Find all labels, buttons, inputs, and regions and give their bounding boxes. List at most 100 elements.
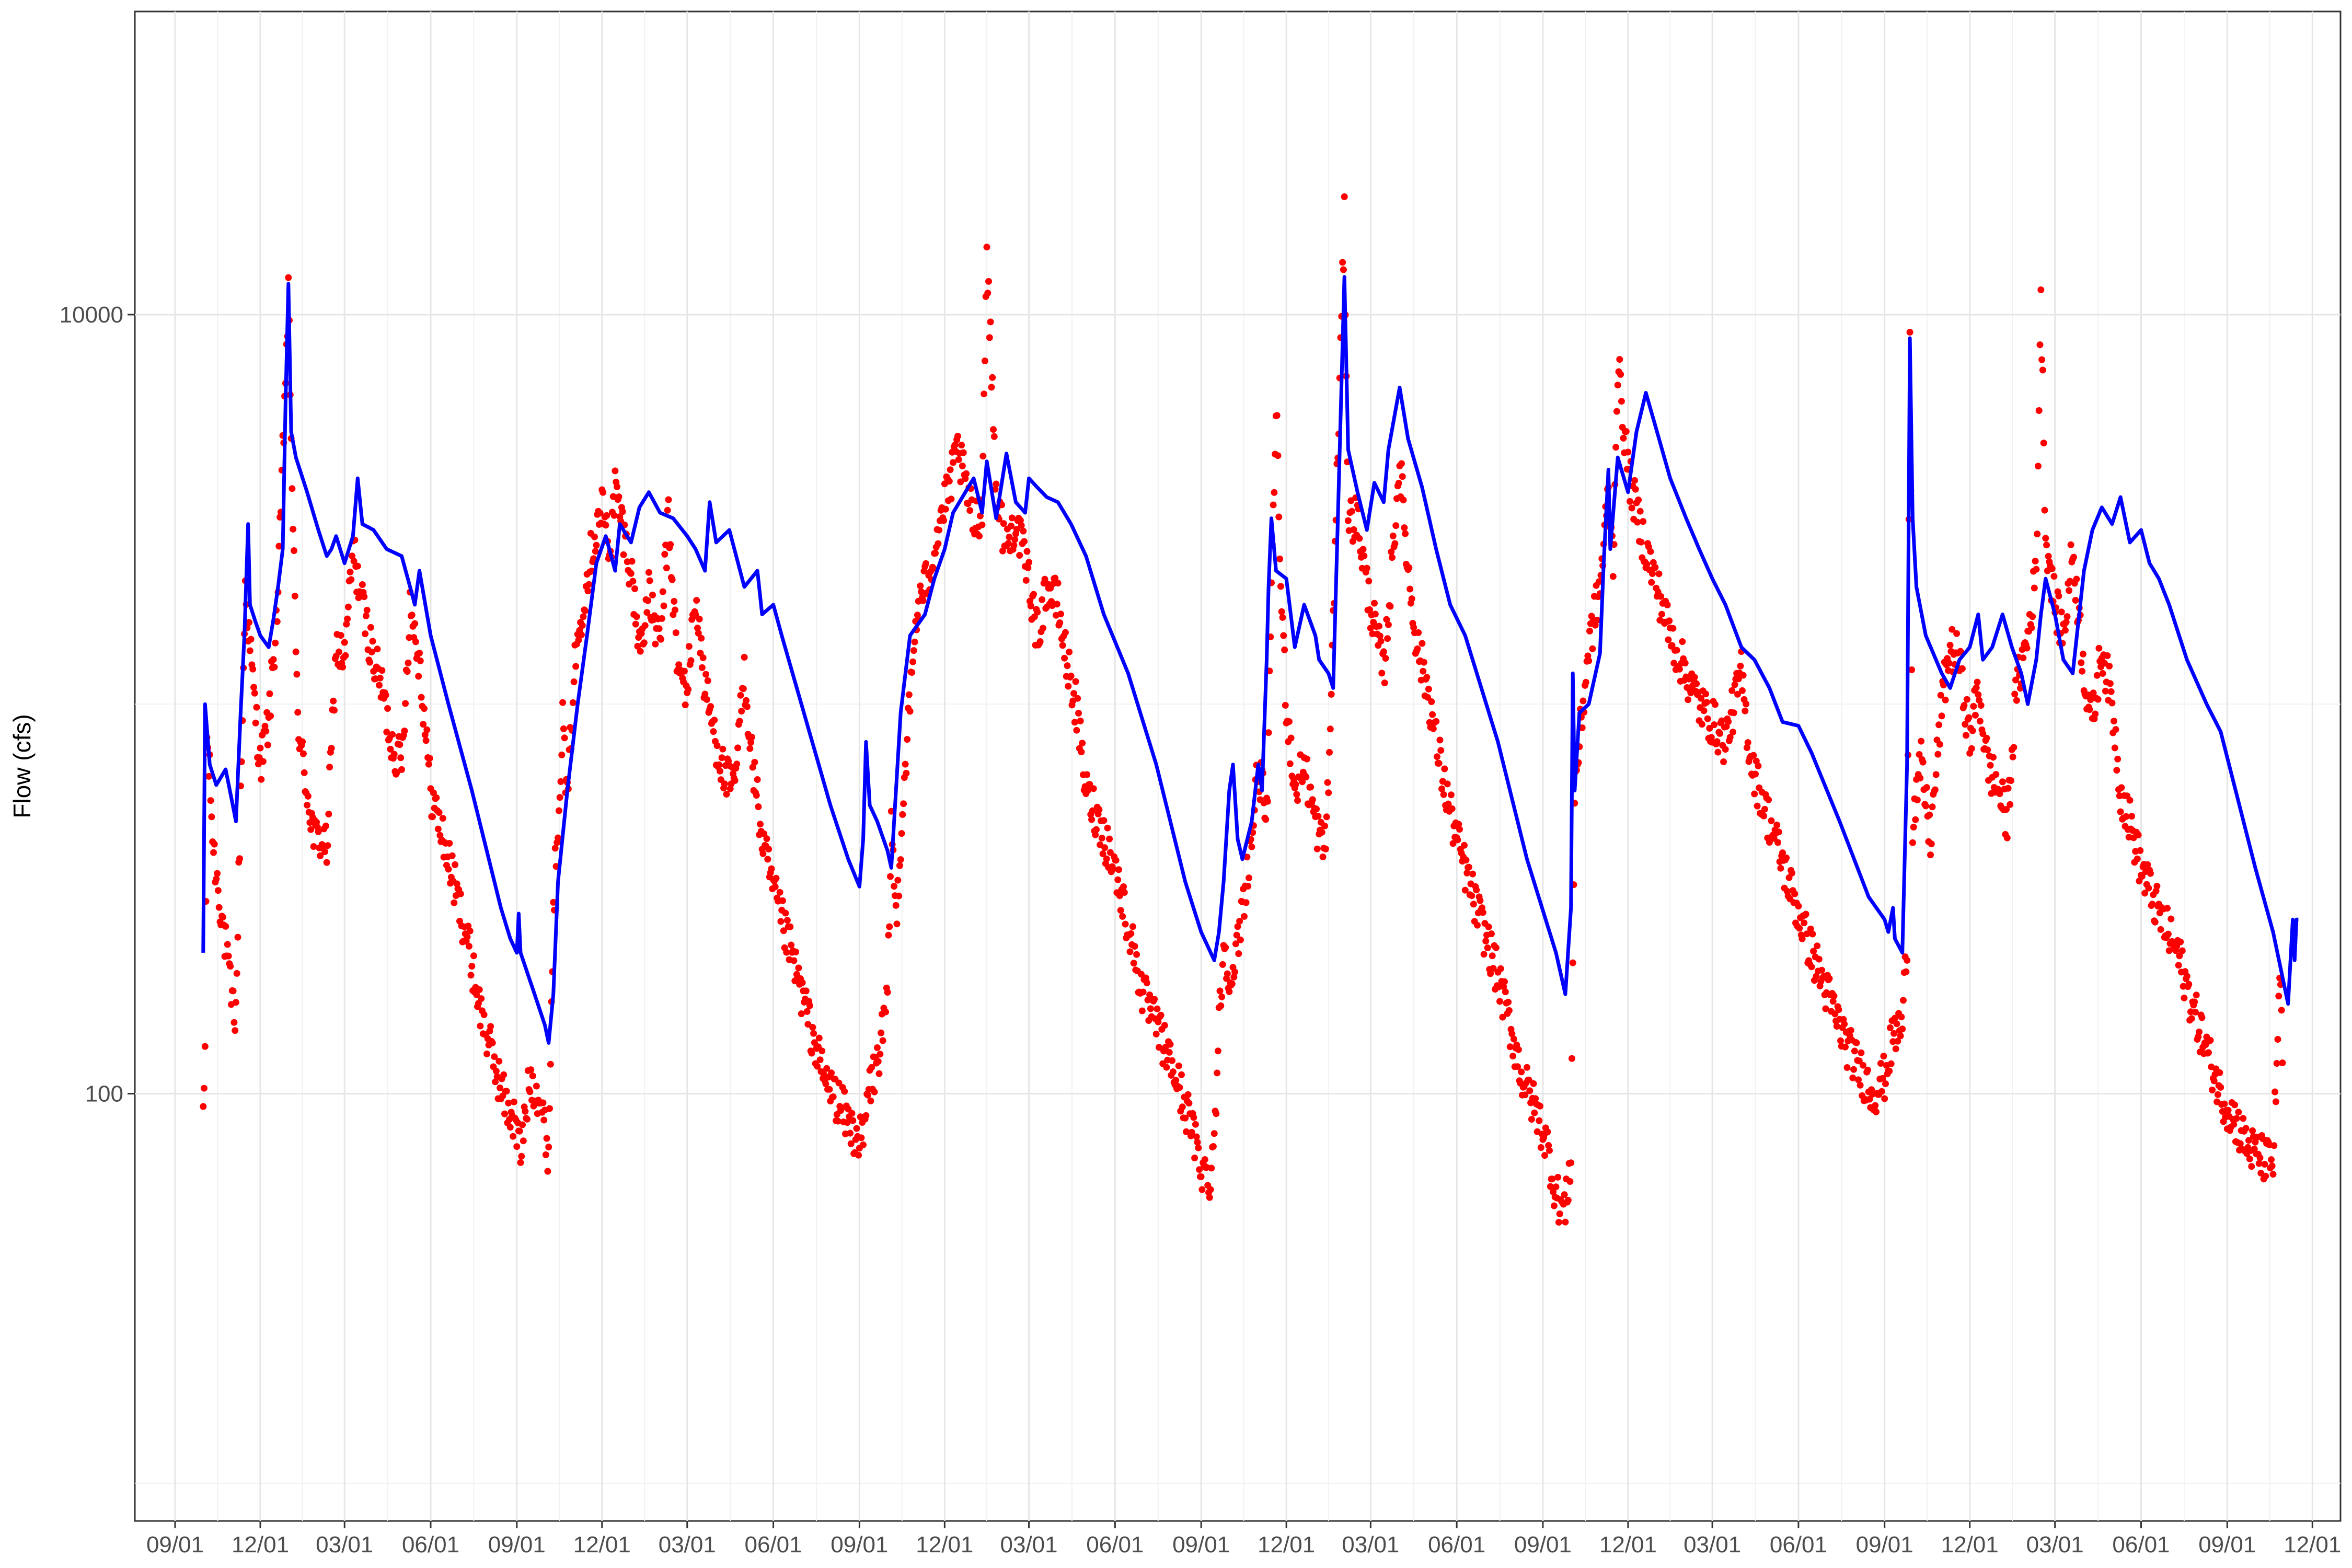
observed-point <box>1089 807 1096 814</box>
observed-point <box>1525 1076 1532 1083</box>
observed-point <box>780 927 787 935</box>
observed-point <box>909 658 916 665</box>
observed-point <box>1714 748 1722 756</box>
observed-point <box>803 1008 811 1015</box>
observed-point <box>1730 729 1736 736</box>
observed-point <box>2040 440 2047 447</box>
observed-point <box>1627 498 1633 505</box>
observed-point <box>1473 886 1480 894</box>
observed-point <box>1751 790 1758 798</box>
observed-point <box>1065 683 1072 690</box>
observed-point <box>1910 824 1917 831</box>
observed-point <box>1465 863 1472 871</box>
observed-point <box>2262 1172 2269 1180</box>
x-tick-label: 06/01 <box>402 1532 459 1558</box>
observed-point <box>1713 738 1721 745</box>
observed-point <box>572 663 580 670</box>
observed-point <box>1726 734 1734 741</box>
observed-point <box>632 620 639 628</box>
observed-point <box>580 613 587 620</box>
observed-point <box>1908 666 1916 673</box>
observed-point <box>2249 1127 2256 1134</box>
x-tick-label: 09/01 <box>1856 1532 1913 1558</box>
observed-point <box>250 684 257 691</box>
observed-point <box>210 849 217 856</box>
x-tick-label: 12/01 <box>2284 1532 2341 1558</box>
observed-point <box>649 591 656 598</box>
observed-point <box>592 548 599 555</box>
observed-point <box>1395 480 1402 487</box>
observed-point <box>2145 884 2152 892</box>
observed-point <box>292 648 299 655</box>
observed-point <box>1456 826 1463 833</box>
observed-point <box>1389 554 1396 561</box>
observed-point <box>1613 408 1620 415</box>
observed-point <box>1657 593 1665 600</box>
observed-point <box>1976 718 1984 725</box>
observed-point <box>634 642 641 650</box>
observed-point <box>207 797 214 804</box>
observed-point <box>1479 909 1486 916</box>
observed-point <box>1927 851 1934 859</box>
observed-point <box>1761 805 1768 813</box>
observed-point <box>2235 1109 2242 1116</box>
observed-point <box>1755 762 1762 769</box>
observed-point <box>2167 915 2175 923</box>
observed-point <box>2261 1161 2268 1168</box>
observed-point <box>633 613 640 620</box>
observed-point <box>1222 944 1229 951</box>
observed-point <box>1561 1191 1568 1198</box>
observed-point <box>918 588 925 595</box>
observed-point <box>993 480 1000 488</box>
observed-point <box>2164 905 2171 912</box>
observed-point <box>518 1152 525 1160</box>
observed-point <box>1962 721 1969 728</box>
observed-point <box>201 1043 209 1050</box>
observed-point <box>911 638 918 645</box>
observed-point <box>446 840 453 847</box>
observed-point <box>556 794 563 801</box>
observed-point <box>2004 785 2012 792</box>
observed-point <box>1224 970 1231 977</box>
observed-point <box>476 986 483 993</box>
observed-point <box>398 766 405 773</box>
observed-point <box>1851 1047 1858 1055</box>
data-marks <box>200 193 2299 1226</box>
observed-point <box>645 569 652 576</box>
observed-point <box>2023 644 2031 652</box>
observed-point <box>2007 801 2014 808</box>
observed-point <box>1524 1064 1530 1071</box>
observed-point <box>1469 870 1477 878</box>
observed-point <box>1350 526 1357 533</box>
observed-point <box>798 1010 805 1018</box>
observed-point <box>1945 660 1953 667</box>
observed-point <box>383 729 390 736</box>
observed-point <box>1435 759 1443 767</box>
observed-point <box>519 1121 526 1128</box>
observed-point <box>900 800 907 808</box>
observed-point <box>1185 1100 1193 1107</box>
x-tick-label: 09/01 <box>2198 1532 2256 1558</box>
observed-point <box>2268 1162 2276 1170</box>
observed-point <box>1093 826 1100 833</box>
observed-point <box>1192 1121 1199 1128</box>
observed-point <box>1760 812 1768 820</box>
observed-point <box>1932 771 1940 778</box>
observed-point <box>452 861 459 868</box>
x-tick-label: 06/01 <box>1770 1532 1827 1558</box>
observed-point <box>516 1127 523 1135</box>
observed-point <box>755 803 762 810</box>
observed-point <box>578 631 585 639</box>
observed-point <box>2036 341 2044 349</box>
observed-point <box>546 1105 553 1112</box>
observed-point <box>1886 1067 1893 1075</box>
observed-point <box>417 657 424 664</box>
observed-point <box>1088 816 1096 823</box>
observed-point <box>1428 698 1435 705</box>
observed-point <box>1213 1110 1220 1117</box>
observed-point <box>847 1129 854 1137</box>
observed-point <box>818 1047 826 1055</box>
observed-point <box>1541 1152 1548 1159</box>
observed-point <box>747 739 755 746</box>
